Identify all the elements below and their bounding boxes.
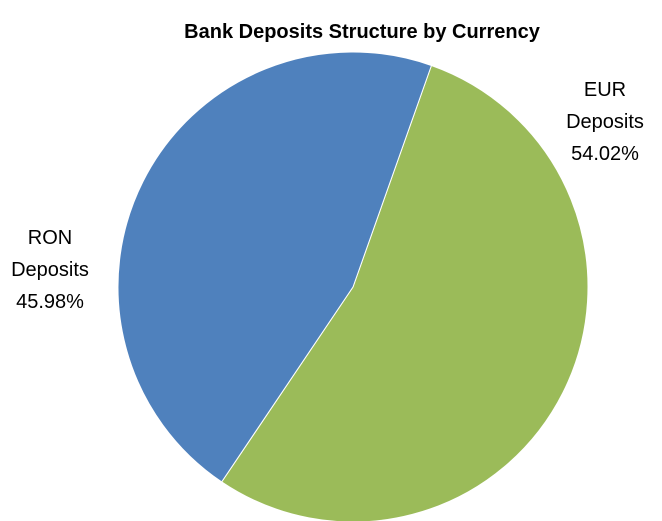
slice-labels: EUR Deposits 54.02% RON Deposits 45.98% [11, 79, 644, 313]
slice-label-ron: RON Deposits 45.98% [11, 227, 89, 313]
pie-slice-ron [117, 51, 433, 483]
chart-title: Bank Deposits Structure by Currency [184, 21, 541, 43]
pie-slices [117, 51, 589, 521]
slice-label-eur: EUR Deposits 54.02% [566, 79, 644, 165]
